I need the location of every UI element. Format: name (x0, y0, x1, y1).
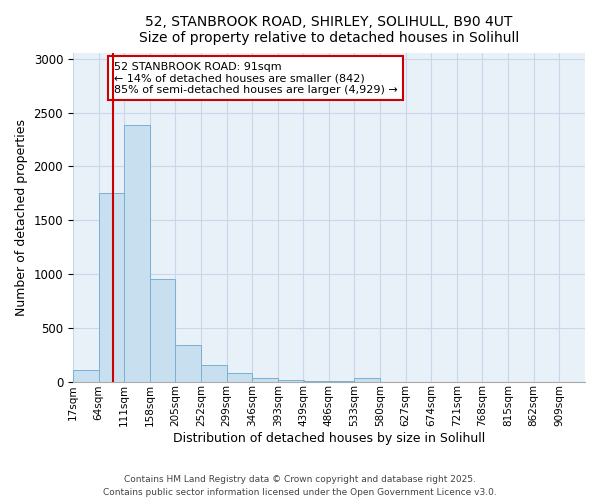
Bar (175, 345, 201, 382)
Bar (201, 366, 227, 382)
Bar (227, 374, 253, 382)
Bar (98, 193, 124, 382)
Bar (355, 378, 380, 382)
Text: 52 STANBROOK ROAD: 91sqm
← 14% of detached houses are smaller (842)
85% of semi-: 52 STANBROOK ROAD: 91sqm ← 14% of detach… (114, 62, 398, 94)
Title: 52, STANBROOK ROAD, SHIRLEY, SOLIHULL, B90 4UT
Size of property relative to deta: 52, STANBROOK ROAD, SHIRLEY, SOLIHULL, B… (139, 15, 519, 45)
Bar (303, 381, 329, 382)
Bar (124, 126, 150, 382)
Y-axis label: Number of detached properties: Number of detached properties (15, 119, 28, 316)
Bar (73, 370, 98, 382)
Bar (150, 280, 175, 382)
Bar (278, 380, 304, 382)
X-axis label: Distribution of detached houses by size in Solihull: Distribution of detached houses by size … (173, 432, 485, 445)
Text: Contains HM Land Registry data © Crown copyright and database right 2025.
Contai: Contains HM Land Registry data © Crown c… (103, 476, 497, 497)
Bar (253, 378, 278, 382)
